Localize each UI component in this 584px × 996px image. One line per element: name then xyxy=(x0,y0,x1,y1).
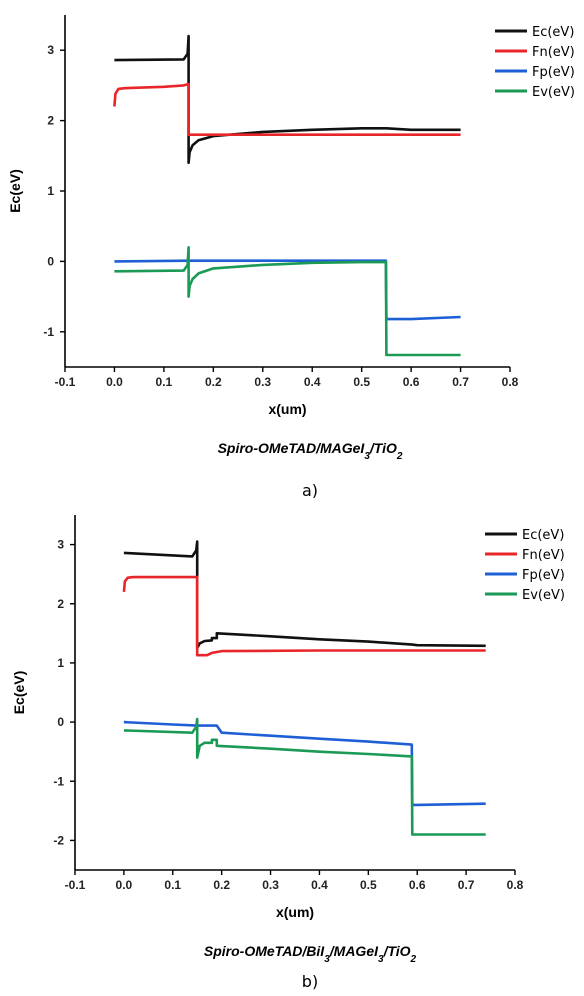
x-axis-title: x(um) xyxy=(268,401,306,417)
chart-caption: Spiro-OMeTAD/MAGeI3/TiO2 xyxy=(218,440,403,462)
x-tick-label: 0.4 xyxy=(311,878,328,892)
y-tick-label: 3 xyxy=(47,43,54,57)
x-tick-label: 0.7 xyxy=(458,878,475,892)
x-tick-label: 0.0 xyxy=(106,375,123,389)
y-tick-label: 1 xyxy=(47,184,54,198)
x-tick-label: 0.6 xyxy=(409,878,426,892)
x-tick-label: 0.8 xyxy=(507,878,524,892)
y-axis-title: Ec(eV) xyxy=(11,671,27,715)
series-line-evev xyxy=(114,246,461,357)
series-line-fnev xyxy=(113,82,461,136)
x-tick-label: 0.0 xyxy=(116,878,133,892)
series-line-ecev xyxy=(123,540,486,650)
x-tick-label: -0.1 xyxy=(55,375,76,389)
legend-label: Fp(eV) xyxy=(522,568,565,583)
chart-b: -0.1 0.0 0.1 0.2 0.3 0.4 0.5 0.6 0.7 0.8 -2 -1 0 1 2 3 x… xyxy=(11,515,565,991)
x-axis-title: x(um) xyxy=(276,904,314,920)
panel-label: b) xyxy=(302,972,318,991)
x-tick-label: 0.5 xyxy=(360,878,377,892)
y-tick-label: -2 xyxy=(53,833,64,847)
panel-label: a) xyxy=(302,481,318,498)
y-tick-label: -1 xyxy=(53,774,64,788)
y-tick-label: 1 xyxy=(57,656,64,670)
legend-label: Ev(eV) xyxy=(532,85,575,100)
x-tick-label: 0.4 xyxy=(304,375,321,389)
series-line-ecev xyxy=(114,34,461,165)
legend-label: Ec(eV) xyxy=(532,25,574,40)
y-axis-title: Ec(eV) xyxy=(7,169,23,213)
chart-caption: Spiro-OMeTAD/BiI3/MAGeI3/TiO2 xyxy=(204,943,417,965)
x-tick-label: 0.1 xyxy=(164,878,181,892)
x-tick-label: 0.8 xyxy=(502,375,519,389)
chart-a: -0.1 0.0 0.1 0.2 0.3 0.4 0.5 0.6 0.7 0.8 -1 0 1 2 3 x(u… xyxy=(7,15,575,498)
x-tick-label: 0.6 xyxy=(403,375,420,389)
x-tick-label: 0.3 xyxy=(254,375,271,389)
y-tick-label: -1 xyxy=(43,325,54,339)
legend-label: Ev(eV) xyxy=(522,588,565,603)
series-line-evev xyxy=(123,717,486,836)
y-tick-label: 0 xyxy=(57,715,64,729)
x-tick-label: -0.1 xyxy=(65,878,86,892)
legend-label: Fn(eV) xyxy=(522,548,565,563)
y-tick-label: 2 xyxy=(47,114,54,128)
legend-label: Fn(eV) xyxy=(532,45,575,60)
legend-label: Fp(eV) xyxy=(532,65,575,80)
x-tick-label: 0.2 xyxy=(205,375,222,389)
x-tick-label: 0.5 xyxy=(353,375,370,389)
x-tick-label: 0.1 xyxy=(156,375,173,389)
x-tick-label: 0.2 xyxy=(213,878,230,892)
y-tick-label: 2 xyxy=(57,597,64,611)
legend-label: Ec(eV) xyxy=(522,528,564,543)
series-line-fpev xyxy=(114,259,461,321)
y-tick-label: 3 xyxy=(57,538,64,552)
series-line-fpev xyxy=(123,720,486,807)
x-tick-label: 0.7 xyxy=(452,375,469,389)
x-tick-label: 0.3 xyxy=(262,878,279,892)
y-tick-label: 0 xyxy=(47,254,54,268)
series-line-fnev xyxy=(122,575,486,657)
